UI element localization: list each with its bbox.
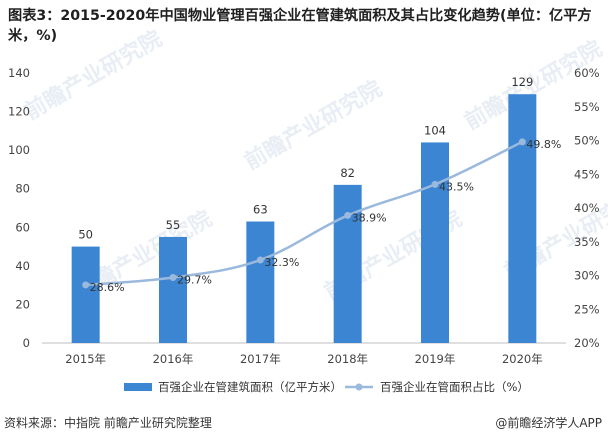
x-axis-tick-label: 2015年 xyxy=(65,352,106,366)
line-value-label: 38.9% xyxy=(352,211,387,224)
credit-note: @前瞻经济学人APP xyxy=(495,414,602,431)
x-axis-tick-label: 2018年 xyxy=(327,352,368,366)
right-axis-tick-label: 45% xyxy=(574,167,600,181)
line-value-labels: 28.6% 29.7% 32.3% 38.9% 43.5% 49.8% xyxy=(90,138,562,294)
left-axis-tick-label: 140 xyxy=(8,66,30,80)
x-axis-tick-label: 2019年 xyxy=(415,352,456,366)
line-value-label: 28.6% xyxy=(90,281,125,294)
watermark-stamp: 前瞻产业研究院 xyxy=(240,76,386,176)
left-axis-tick-label: 80 xyxy=(15,182,30,196)
line-value-label: 32.3% xyxy=(264,256,299,269)
legend-bar-swatch xyxy=(124,383,152,391)
left-axis-tick-label: 20 xyxy=(15,297,30,311)
bar-value-label: 63 xyxy=(253,203,268,217)
line-series xyxy=(82,138,526,289)
source-note: 资料来源：中指院 前瞻产业研究院整理 xyxy=(4,414,212,431)
line-point xyxy=(169,274,177,282)
bar-value-label: 55 xyxy=(166,218,181,232)
bar xyxy=(71,246,100,343)
left-axis-tick-label: 40 xyxy=(15,259,30,273)
line-point xyxy=(344,211,352,219)
right-axis-tick-label: 55% xyxy=(574,100,600,114)
right-axis-tick-label: 35% xyxy=(574,235,600,249)
left-axis-ticks: 0 20 40 60 80 100 120 140 xyxy=(8,66,30,350)
left-axis-tick-label: 0 xyxy=(23,336,30,350)
bar xyxy=(508,94,537,343)
line-value-label: 43.5% xyxy=(439,180,474,193)
watermark-stamp: 前瞻产业研究院 xyxy=(20,26,166,126)
right-axis-tick-label: 40% xyxy=(574,201,600,215)
right-axis-ticks: 20% 25% 30% 35% 40% 45% 50% 55% 60% xyxy=(574,66,600,350)
bar-value-label: 104 xyxy=(424,123,446,137)
left-axis-tick-label: 60 xyxy=(15,220,30,234)
bar xyxy=(333,184,362,343)
line-value-label: 49.8% xyxy=(526,138,561,151)
x-axis-tick-label: 2020年 xyxy=(502,352,543,366)
line-path xyxy=(85,140,523,287)
source-text: 资料来源：中指院 前瞻产业研究院整理 xyxy=(4,416,212,430)
line-point xyxy=(256,256,264,264)
bar-value-label: 82 xyxy=(340,166,355,180)
credit-text: @前瞻经济学人APP xyxy=(495,416,602,430)
chart-legend: 百强企业在管建筑面积（亿平方米） 百强企业在管面积占比（%） xyxy=(124,380,529,394)
right-axis-tick-label: 25% xyxy=(574,302,600,316)
left-axis-tick-label: 100 xyxy=(8,143,30,157)
legend-line-marker xyxy=(355,383,363,391)
bar-value-label: 129 xyxy=(511,75,533,89)
x-axis-tick-label: 2017年 xyxy=(240,352,281,366)
bar-value-label: 50 xyxy=(78,228,93,242)
bar xyxy=(159,236,187,343)
bar-value-labels: 50 55 63 82 104 129 xyxy=(78,75,533,241)
right-axis-tick-label: 60% xyxy=(574,66,600,80)
bar xyxy=(421,142,449,343)
x-axis-tick-label: 2016年 xyxy=(153,352,194,366)
line-point xyxy=(518,138,526,146)
right-axis-tick-label: 30% xyxy=(574,269,600,283)
line-value-label: 29.7% xyxy=(177,274,212,287)
right-axis-tick-label: 50% xyxy=(574,134,600,148)
chart-title: 图表3：2015-2020年中国物业管理百强企业在管建筑面积及其占比变化趋势(单… xyxy=(8,8,592,44)
bar xyxy=(246,221,275,343)
line-point xyxy=(431,180,439,188)
line-point xyxy=(82,281,90,289)
right-axis-tick-label: 20% xyxy=(574,336,600,350)
legend-line-label: 百强企业在管面积占比（%） xyxy=(380,380,529,394)
legend-bar-label: 百强企业在管建筑面积（亿平方米） xyxy=(158,380,342,394)
left-axis-tick-label: 120 xyxy=(8,105,30,119)
x-axis-ticks: 2015年 2016年 2017年 2018年 2019年 2020年 xyxy=(65,352,542,366)
